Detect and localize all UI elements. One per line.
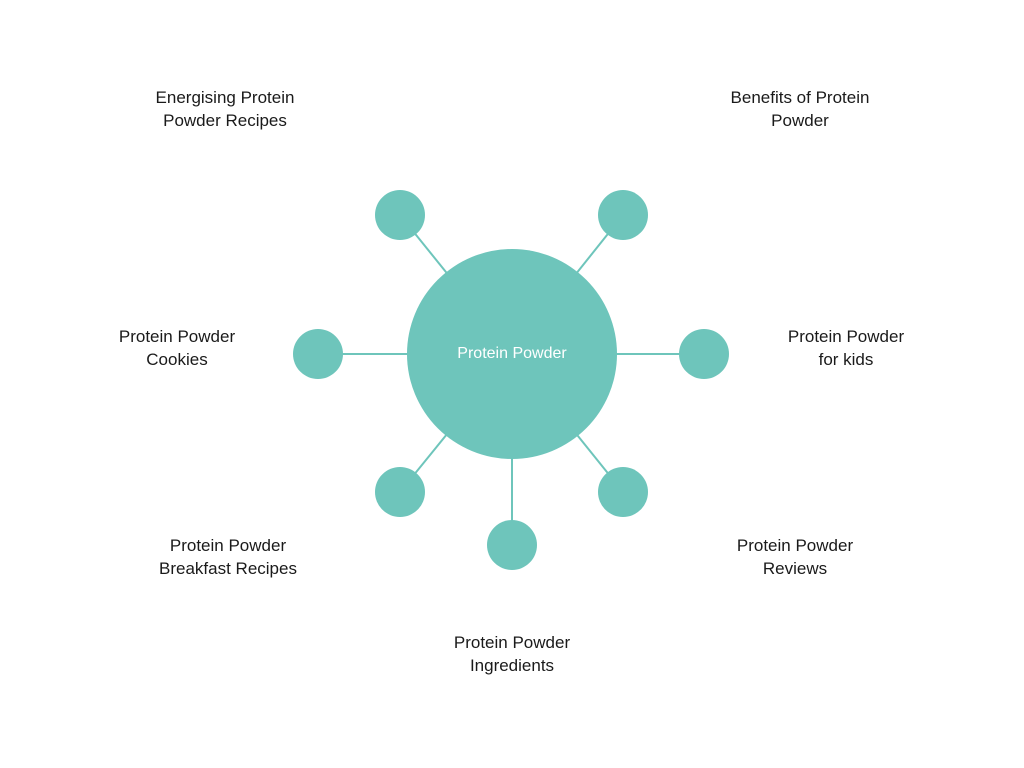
center-node-label: Protein Powder — [457, 345, 566, 363]
spoke-node — [679, 329, 729, 379]
spoke-label: Protein Powder Reviews — [665, 535, 925, 581]
spoke-node — [375, 190, 425, 240]
spoke-node — [598, 467, 648, 517]
center-node: Protein Powder — [407, 249, 617, 459]
spoke-label: Energising Protein Powder Recipes — [95, 87, 355, 133]
spoke-label: Benefits of Protein Powder — [670, 87, 930, 133]
spoke-node — [375, 467, 425, 517]
spoke-node — [598, 190, 648, 240]
spoke-node — [293, 329, 343, 379]
spoke-label: Protein Powder Breakfast Recipes — [98, 535, 358, 581]
spoke-node — [487, 520, 537, 570]
spoke-label: Protein Powder Ingredients — [382, 632, 642, 678]
mindmap-canvas: Protein Powder Energising Protein Powder… — [0, 0, 1024, 768]
spoke-label: Protein Powder for kids — [736, 326, 956, 372]
spoke-label: Protein Powder Cookies — [67, 326, 287, 372]
